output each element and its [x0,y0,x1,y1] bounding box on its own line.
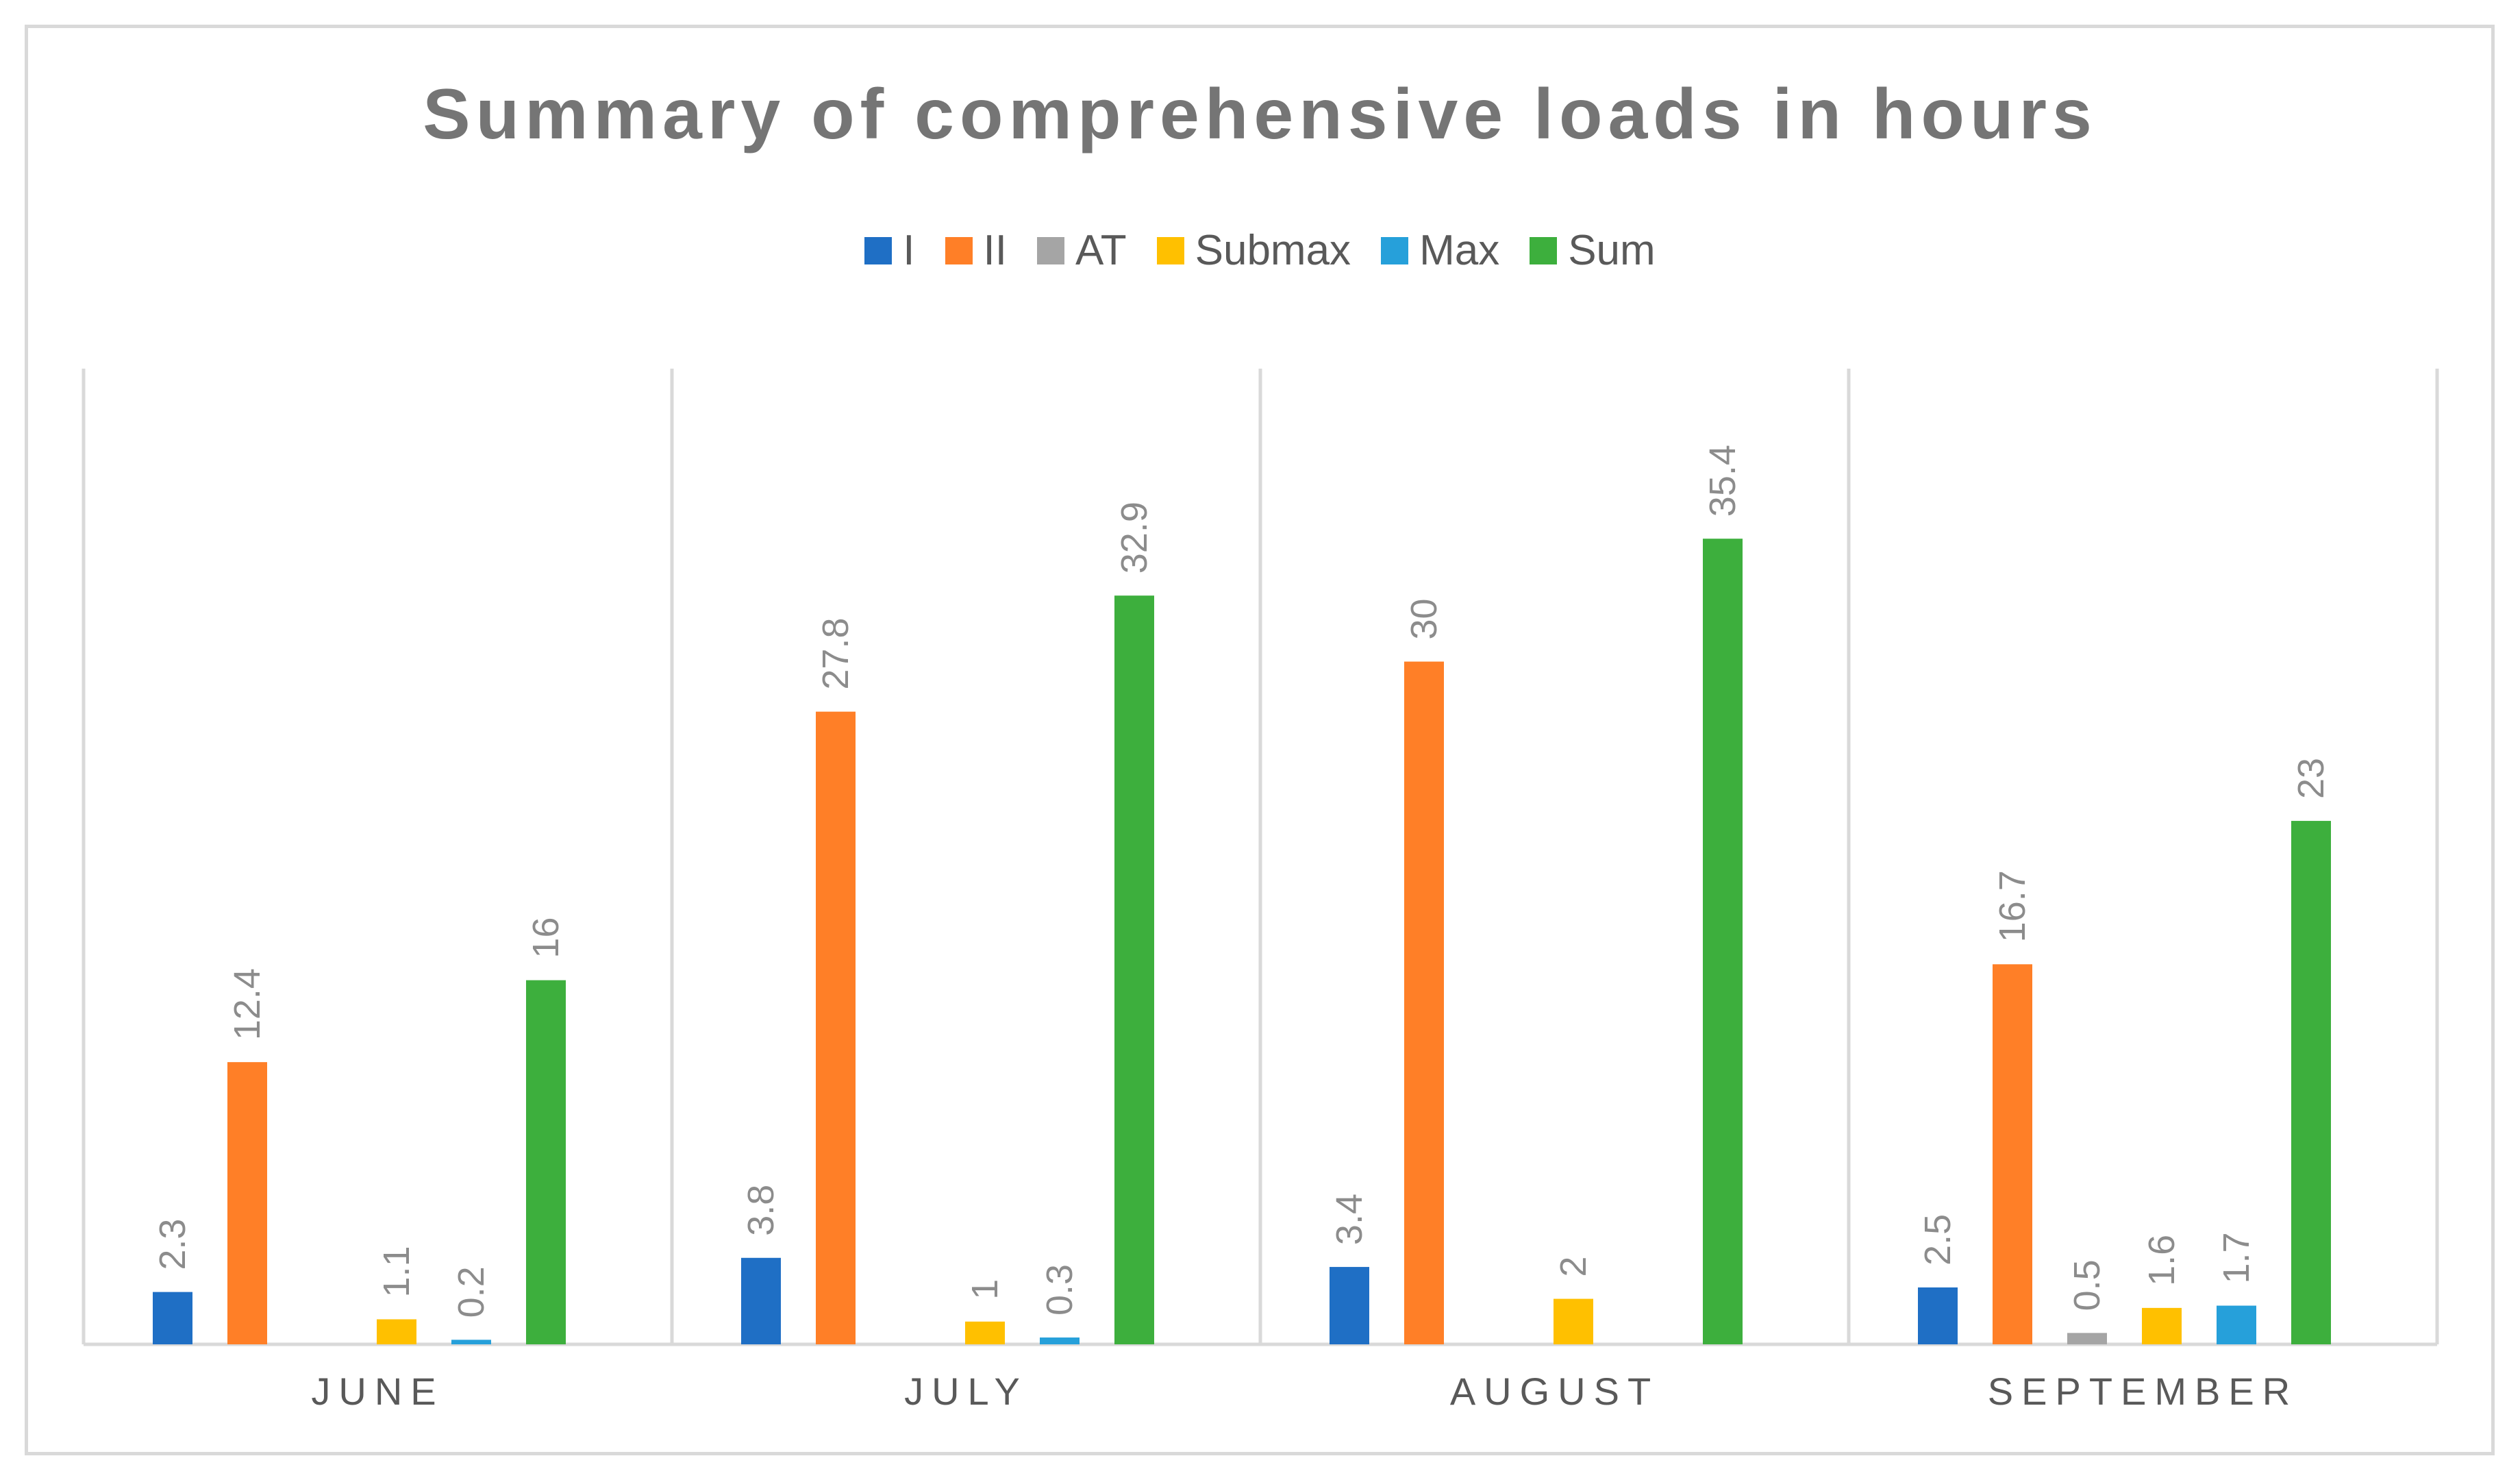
data-label-submax-august: 2 [1553,1257,1594,1277]
legend-swatch-sum [1530,236,1558,264]
bar-sum-august [1703,539,1743,1345]
bar-submax-june [377,1319,416,1344]
data-label-ii-june: 12.4 [227,968,268,1040]
legend-label-sum: Sum [1568,227,1656,274]
data-label-max-july: 0.3 [1039,1264,1080,1316]
bar-i-september [1918,1287,1958,1344]
data-label-ii-september: 16.7 [1992,870,2033,942]
legend-item-i: I [864,226,915,275]
bar-max-june [451,1340,491,1344]
category-label-september: SEPTEMBER [1988,1370,2298,1413]
bar-submax-august [1554,1298,1593,1344]
data-label-i-june: 2.3 [152,1219,193,1270]
legend-swatch-at [1036,236,1064,264]
legend-item-sum: Sum [1530,226,1656,275]
data-label-i-september: 2.5 [1917,1214,1958,1266]
data-label-sum-june: 16 [525,917,566,958]
data-label-at-september: 0.5 [2067,1259,2108,1311]
legend-item-max: Max [1381,226,1499,275]
data-label-submax-september: 1.6 [2141,1235,2182,1286]
legend-label-max: Max [1419,227,1500,274]
data-label-ii-july: 27.8 [815,618,856,690]
data-label-i-july: 3.8 [740,1185,782,1236]
data-label-i-august: 3.4 [1329,1194,1370,1245]
legend: I II AT Submax Max Sum [0,226,2520,275]
data-label-sum-july: 32.9 [1114,502,1155,574]
legend-swatch-i [864,236,893,264]
bar-sum-july [1114,595,1154,1344]
bar-ii-august [1404,661,1444,1344]
legend-swatch-submax [1156,236,1184,264]
legend-label-submax: Submax [1195,227,1351,274]
category-label-july: JULY [904,1370,1028,1413]
bar-ii-september [1993,964,2032,1344]
legend-swatch-ii [945,236,973,264]
data-label-max-june: 0.2 [451,1266,492,1318]
bar-ii-june [227,1062,267,1344]
bar-i-july [741,1257,781,1344]
data-label-max-september: 1.7 [2216,1232,2257,1283]
bar-sum-september [2291,821,2331,1344]
data-label-submax-june: 1.1 [376,1246,417,1297]
data-label-ii-august: 30 [1404,598,1445,639]
data-label-sum-august: 35.4 [1702,445,1743,517]
legend-item-ii: II [945,226,1007,275]
bar-submax-july [965,1321,1005,1344]
category-label-august: AUGUST [1450,1370,1659,1413]
legend-label-at: AT [1075,227,1127,274]
legend-label-i: I [903,227,915,274]
bar-i-june [153,1292,192,1344]
chart-title: Summary of comprehensive loads in hours [423,75,2097,154]
data-label-submax-july: 1 [964,1279,1006,1300]
legend-label-ii: II [983,227,1007,274]
bar-i-august [1330,1267,1369,1344]
bar-ii-july [816,711,856,1344]
legend-item-submax: Submax [1156,226,1351,275]
bar-max-september [2217,1305,2256,1344]
data-label-sum-september: 23 [2291,758,2332,799]
bar-sum-june [526,980,566,1344]
bar-submax-september [2142,1307,2182,1344]
bar-max-july [1040,1337,1080,1344]
bar-at-september [2067,1333,2107,1344]
category-label-june: JUNE [311,1370,444,1413]
legend-item-at: AT [1036,226,1127,275]
legend-swatch-max [1381,236,1409,264]
